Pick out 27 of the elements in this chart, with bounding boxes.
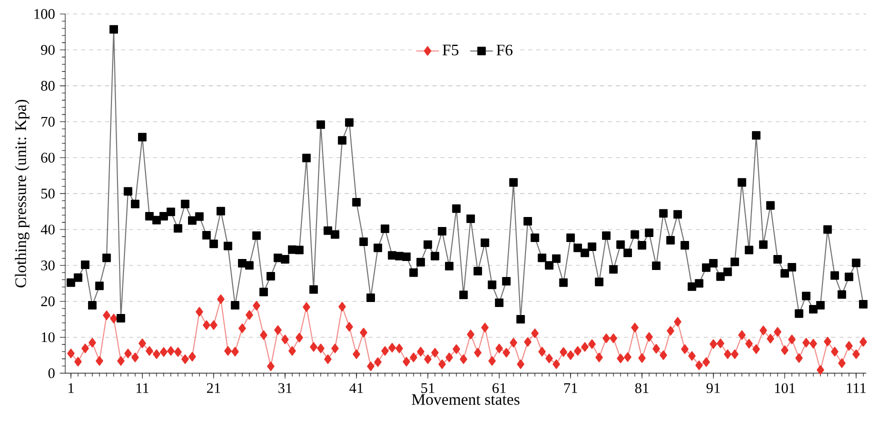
y-tick-label: 20 bbox=[41, 296, 55, 306]
x-tick-label: 1 bbox=[68, 383, 74, 393]
x-tick-label: 31 bbox=[278, 383, 292, 394]
x-tick-label: 41 bbox=[349, 383, 363, 393]
x-tick-label: 71 bbox=[564, 383, 578, 393]
y-tick-label: 40 bbox=[40, 224, 55, 234]
x-tick-label: 101 bbox=[775, 383, 795, 394]
y-tick-label: 90 bbox=[41, 44, 55, 55]
x-tick-label: 51 bbox=[421, 383, 434, 393]
y-tick-label: 30 bbox=[41, 260, 55, 270]
x-tick-label: 81 bbox=[635, 383, 648, 394]
y-tick-label: 10 bbox=[42, 332, 55, 342]
x-tick-label: 91 bbox=[706, 383, 720, 394]
legend-label: F6 bbox=[496, 44, 512, 56]
y-tick-label: 60 bbox=[41, 152, 55, 163]
x-tick-label: 61 bbox=[492, 383, 506, 394]
y-axis-title: Clothing pressure (unit: Kpa) bbox=[14, 100, 30, 288]
x-tick-label: 21 bbox=[207, 383, 220, 393]
legend-label: F5 bbox=[442, 44, 458, 56]
y-tick-label: 100 bbox=[34, 9, 55, 19]
x-axis-title: Movement states bbox=[412, 394, 520, 405]
x-tick-label: 111 bbox=[846, 383, 866, 393]
y-tick-label: 80 bbox=[41, 80, 55, 91]
y-tick-label: 70 bbox=[42, 116, 55, 127]
y-tick-label: 0 bbox=[48, 368, 55, 378]
x-tick-label: 11 bbox=[136, 383, 148, 393]
y-tick-label: 50 bbox=[41, 188, 55, 198]
